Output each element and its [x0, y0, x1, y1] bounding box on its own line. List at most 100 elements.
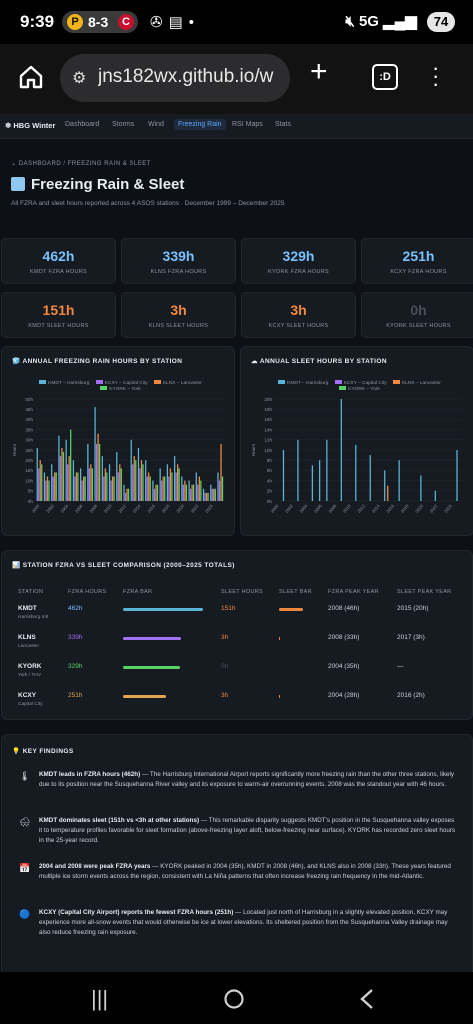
bar[interactable]	[87, 443, 89, 501]
bar[interactable]	[83, 476, 85, 501]
bar[interactable]	[88, 468, 91, 501]
bar[interactable]	[184, 480, 186, 501]
bar[interactable]	[91, 468, 94, 501]
table-header[interactable]: SLEET PEAK YEAR	[397, 589, 452, 595]
bar[interactable]	[192, 484, 195, 501]
bar[interactable]	[149, 476, 151, 501]
bar[interactable]	[104, 468, 106, 501]
bar[interactable]	[106, 472, 108, 501]
bar[interactable]	[45, 480, 47, 501]
bar[interactable]	[202, 488, 205, 501]
bar[interactable]	[169, 468, 172, 501]
bar[interactable]	[207, 492, 209, 501]
bar[interactable]	[43, 472, 46, 501]
bar[interactable]	[168, 476, 170, 501]
bar[interactable]	[210, 484, 212, 501]
bar[interactable]	[369, 455, 371, 501]
bar[interactable]	[164, 476, 166, 501]
bar[interactable]	[161, 480, 163, 501]
bar[interactable]	[218, 480, 221, 501]
bar[interactable]	[159, 468, 161, 501]
bar[interactable]	[326, 439, 328, 501]
bar[interactable]	[123, 484, 125, 501]
table-header[interactable]: FZRA HOURS	[68, 589, 107, 595]
site-settings-icon[interactable]: ⚙︎	[72, 70, 87, 87]
legend-kyork[interactable]: KYORK – York	[109, 387, 141, 392]
brand-logo[interactable]: ❄ HBG Winter	[5, 121, 55, 130]
bar[interactable]	[181, 476, 183, 501]
bar[interactable]	[51, 464, 53, 501]
table-header[interactable]: STATION	[18, 589, 44, 595]
new-tab-icon[interactable]: +	[310, 55, 328, 88]
bar[interactable]	[94, 407, 96, 501]
bar[interactable]	[153, 488, 156, 501]
bar[interactable]	[67, 464, 69, 501]
bar[interactable]	[101, 456, 103, 501]
bar[interactable]	[156, 484, 159, 501]
bar[interactable]	[62, 452, 65, 501]
legend-klns[interactable]: KLNS – Lancaster	[162, 381, 202, 386]
bar[interactable]	[41, 464, 43, 501]
bar[interactable]	[74, 476, 76, 501]
bar[interactable]	[178, 468, 180, 501]
nav-link-storms[interactable]: Storms	[112, 121, 135, 128]
bar[interactable]	[36, 447, 38, 501]
bar[interactable]	[97, 433, 99, 501]
bar[interactable]	[68, 456, 70, 501]
nav-link-wind[interactable]: Wind	[148, 121, 164, 128]
legend-kyork[interactable]: KYORK – York	[348, 387, 380, 392]
bar[interactable]	[175, 472, 177, 501]
bar[interactable]	[55, 472, 57, 501]
bar[interactable]	[387, 485, 389, 501]
legend-kcxy[interactable]: KCXY – Capital City	[104, 381, 148, 386]
bar[interactable]	[195, 472, 197, 501]
bar[interactable]	[70, 429, 72, 501]
bar[interactable]	[133, 456, 135, 501]
bar[interactable]	[108, 464, 111, 501]
bar[interactable]	[142, 464, 144, 501]
bar[interactable]	[197, 484, 199, 501]
bar[interactable]	[355, 444, 357, 501]
address-bar[interactable]: ⚙︎ jns182wx.github.io/w	[60, 54, 290, 102]
bar[interactable]	[182, 484, 185, 501]
bar[interactable]	[126, 488, 128, 501]
bar[interactable]	[162, 476, 164, 501]
bar[interactable]	[155, 484, 157, 501]
bar[interactable]	[135, 460, 137, 501]
table-header[interactable]: FZRA BAR	[123, 589, 153, 595]
bar[interactable]	[59, 456, 62, 501]
table-header[interactable]: SLEET HOURS	[221, 589, 264, 595]
bar[interactable]	[146, 476, 148, 501]
bar[interactable]	[189, 488, 192, 501]
bar[interactable]	[420, 475, 422, 502]
bar[interactable]	[205, 492, 208, 501]
bar[interactable]	[311, 465, 314, 501]
bar[interactable]	[54, 472, 56, 501]
url-text[interactable]: jns182wx.github.io/w	[98, 66, 274, 87]
bar[interactable]	[318, 460, 321, 501]
bar[interactable]	[185, 484, 188, 501]
bar[interactable]	[198, 476, 200, 501]
bar[interactable]	[38, 468, 40, 501]
bar[interactable]	[113, 476, 115, 501]
home-icon[interactable]	[18, 64, 44, 90]
bar[interactable]	[139, 468, 141, 501]
back-icon[interactable]	[358, 988, 376, 1010]
bar[interactable]	[84, 476, 86, 501]
bar[interactable]	[297, 439, 299, 501]
bar[interactable]	[177, 464, 179, 501]
bar[interactable]	[90, 464, 92, 501]
legend-klns[interactable]: KLNS – Lancaster	[401, 381, 441, 386]
bar[interactable]	[130, 439, 132, 501]
bar[interactable]	[188, 480, 190, 501]
bar[interactable]	[214, 488, 216, 501]
bar[interactable]	[171, 472, 173, 501]
bar[interactable]	[77, 472, 79, 501]
breadcrumb-text[interactable]: DASHBOARD / FREEZING RAIN & SLEET	[18, 161, 151, 167]
bar[interactable]	[200, 480, 202, 501]
bar[interactable]	[117, 472, 119, 501]
table-header[interactable]: FZRA PEAK YEAR	[328, 589, 379, 595]
bar[interactable]	[456, 450, 458, 501]
bar[interactable]	[72, 460, 75, 501]
legend-kmdt[interactable]: KMDT – Harrisburg	[287, 381, 329, 386]
